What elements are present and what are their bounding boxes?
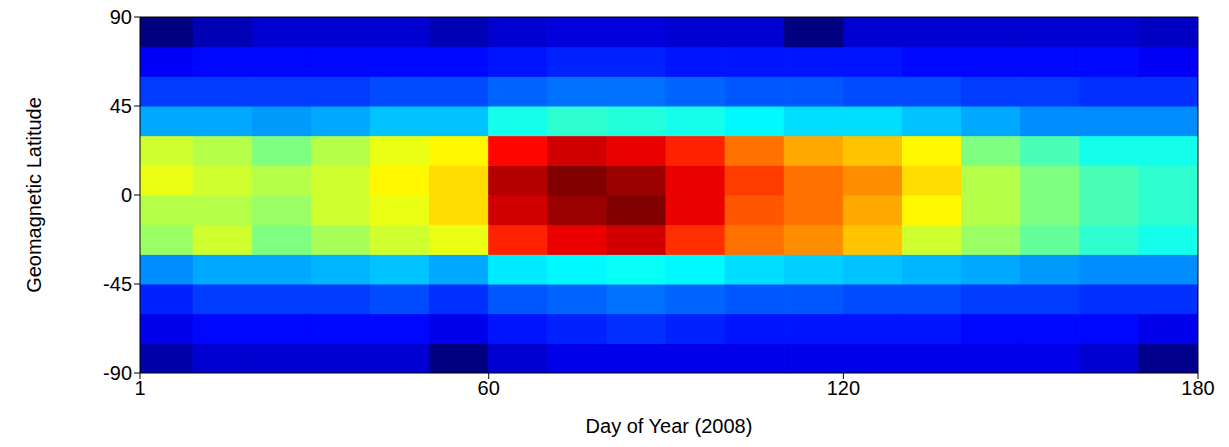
svg-text:180: 180 (1181, 377, 1214, 399)
svg-text:45: 45 (110, 95, 132, 117)
svg-text:60: 60 (478, 377, 500, 399)
svg-text:-90: -90 (103, 362, 132, 384)
svg-text:Day of Year (2008): Day of Year (2008) (586, 415, 753, 437)
svg-text:120: 120 (827, 377, 860, 399)
svg-text:-45: -45 (103, 273, 132, 295)
svg-text:0: 0 (121, 184, 132, 206)
svg-text:1: 1 (134, 377, 145, 399)
svg-text:90: 90 (110, 6, 132, 28)
svg-text:Geomagnetic Latitude: Geomagnetic Latitude (23, 97, 45, 293)
